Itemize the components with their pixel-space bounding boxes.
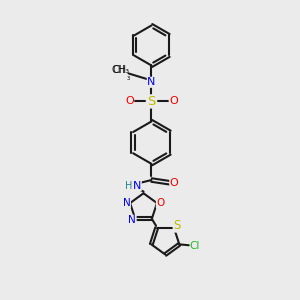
- Text: O: O: [125, 96, 134, 106]
- Text: O: O: [156, 198, 165, 208]
- Text: Cl: Cl: [189, 241, 200, 251]
- Text: CH: CH: [112, 65, 126, 75]
- Text: H: H: [125, 181, 133, 191]
- Text: N: N: [133, 181, 141, 191]
- Text: S: S: [173, 219, 181, 232]
- Text: N: N: [128, 215, 136, 225]
- Text: ₃: ₃: [127, 74, 130, 82]
- Text: O: O: [170, 178, 178, 188]
- Text: CH₃: CH₃: [112, 65, 130, 75]
- Text: N: N: [147, 77, 156, 87]
- Text: N: N: [123, 198, 130, 208]
- Text: O: O: [169, 96, 178, 106]
- Text: S: S: [147, 95, 156, 108]
